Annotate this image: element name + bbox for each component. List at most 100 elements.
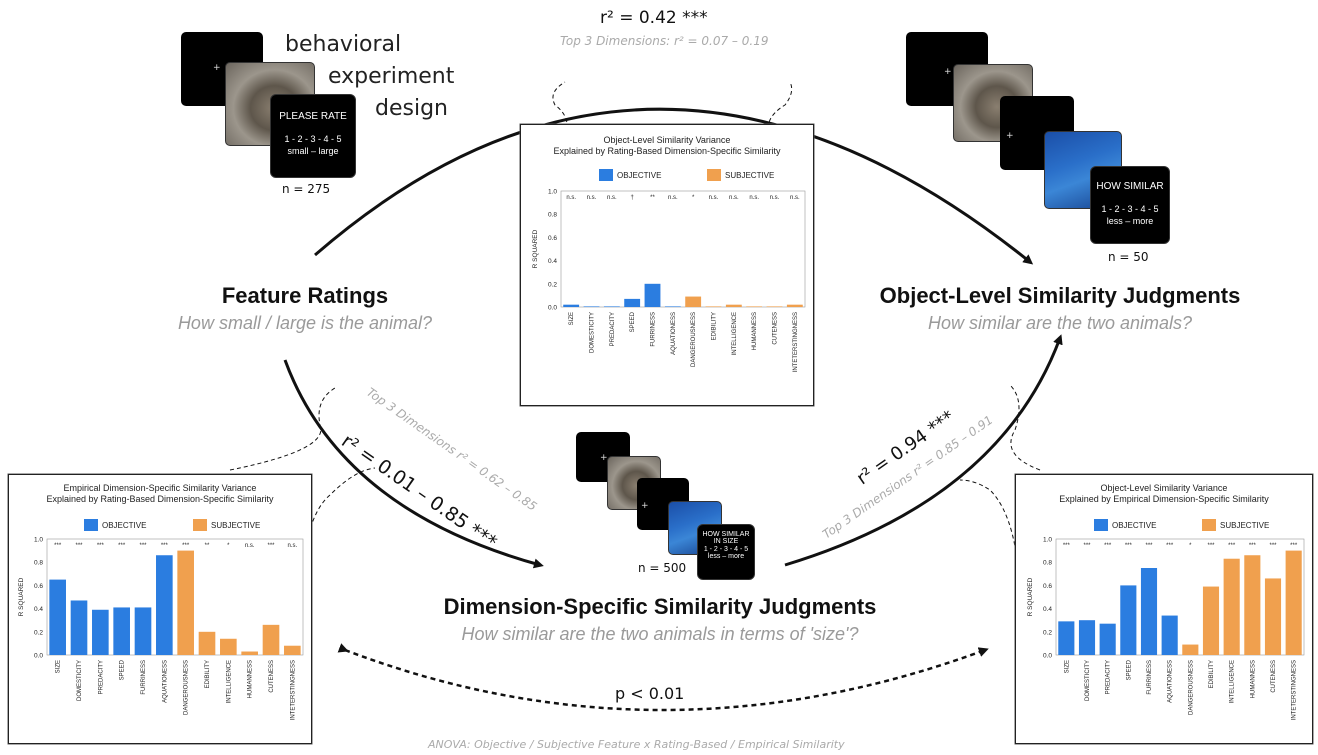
x-tick-label: DANGEROUSNESS — [1188, 660, 1194, 715]
y-tick-label: 0.8 — [548, 212, 557, 219]
x-tick-label: CUTENESS — [269, 660, 275, 693]
legend-label: SUBJECTIVE — [1220, 520, 1270, 530]
bar-predacity — [92, 609, 109, 655]
x-tick-label: SPEED — [120, 659, 126, 680]
x-tick-label: HUMANNESS — [1250, 660, 1256, 698]
legend-label: SUBJECTIVE — [211, 520, 261, 530]
sig-label: * — [692, 195, 695, 201]
dimension-prompt-title: HOW SIMILAR — [702, 531, 750, 538]
sig-label: * — [1189, 543, 1192, 549]
x-tick-label: FURRINESS — [1147, 660, 1153, 695]
y-tick-label: 0.6 — [1043, 583, 1052, 590]
sig-label: n.s. — [749, 195, 759, 201]
y-tick-label: 0.6 — [34, 583, 43, 590]
y-tick-label: 0.2 — [34, 629, 43, 636]
y-tick-label: 0.2 — [548, 281, 557, 288]
sig-label: n.s. — [607, 195, 617, 201]
bar-predacity — [1099, 623, 1116, 655]
dimension-prompt-card: HOW SIMILAR IN SIZE 1 - 2 - 3 - 4 - 5 le… — [697, 524, 755, 580]
bar-domesticity — [583, 306, 600, 308]
y-tick-label: 0.8 — [1043, 560, 1052, 567]
arrow-dimension-to-object — [784, 334, 1063, 567]
bar-cuteness — [1264, 578, 1282, 655]
x-tick-label: INTELLIGENCE — [732, 312, 738, 355]
object-prompt-scale: 1 - 2 - 3 - 4 - 5 — [1101, 204, 1159, 214]
bar-inteterstingness — [284, 645, 301, 655]
x-tick-label: PREDACITY — [98, 660, 104, 694]
bar-size — [49, 579, 66, 655]
y-tick-label: 0.2 — [1043, 629, 1052, 636]
sig-label: *** — [267, 543, 275, 549]
x-tick-label: EDIBILITY — [205, 660, 211, 688]
plot-frame — [1055, 538, 1305, 656]
feature-prompt-scale: 1 - 2 - 3 - 4 - 5 — [284, 134, 342, 144]
chart-center: Object-Level Similarity Variance Explain… — [520, 124, 814, 406]
object-subtitle: How similar are the two animals? — [927, 313, 1193, 333]
bar-size — [563, 304, 580, 307]
chart-center-title-1: Object-Level Similarity Variance — [603, 135, 731, 145]
x-tick-label: SIZE — [569, 312, 575, 325]
y-axis-label: R SQUARED — [18, 577, 25, 616]
object-prompt-card: HOW SIMILAR 1 - 2 - 3 - 4 - 5 less – mor… — [1090, 166, 1170, 244]
bar-humanness — [241, 651, 258, 655]
sig-label: n.s. — [729, 195, 739, 201]
x-tick-label: SPEED — [1126, 659, 1132, 680]
chart-left-legend-subjective: SUBJECTIVE — [193, 519, 260, 531]
dimension-subtitle: How similar are the two animals in terms… — [461, 624, 859, 644]
leader-left-1 — [229, 387, 336, 471]
legend-label: SUBJECTIVE — [725, 170, 775, 180]
bar-dangerousness — [1182, 644, 1199, 655]
chart-right-title-2: Explained by Empirical Dimension-Specifi… — [1059, 494, 1269, 504]
bar-cuteness — [766, 306, 783, 308]
x-tick-label: SIZE — [1064, 660, 1070, 673]
bar-predacity — [603, 306, 620, 308]
bar-furriness — [1140, 568, 1158, 655]
x-tick-label: FURRINESS — [651, 312, 657, 347]
arrow-bidirectional-dashed — [337, 643, 989, 712]
chart-center-legend-objective: OBJECTIVE — [599, 169, 661, 181]
x-tick-label: AQUATIONESS — [671, 312, 677, 355]
x-tick-label: FURRINESS — [141, 660, 147, 695]
object-prompt-anchors: less – more — [1106, 216, 1154, 226]
sig-label: *** — [97, 543, 105, 549]
x-tick-label: DOMESTICITY — [590, 312, 596, 353]
design-label-1: behavioral — [285, 32, 402, 57]
dimension-title: Dimension-Specific Similarity Judgments — [443, 594, 877, 619]
sig-label: *** — [118, 543, 126, 549]
legend-label: OBJECTIVE — [1112, 520, 1157, 530]
feature-n: n = 275 — [282, 182, 331, 196]
sig-label: *** — [1249, 543, 1257, 549]
y-tick-label: 0.6 — [548, 235, 557, 242]
bar-dangerousness — [685, 296, 702, 307]
y-tick-label: 1.0 — [34, 537, 43, 544]
plot-frame — [560, 190, 806, 308]
bar-size — [1058, 621, 1075, 655]
x-tick-label: CUTENESS — [1271, 660, 1277, 693]
bar-edibility — [198, 631, 216, 655]
chart-center-title-2: Explained by Rating-Based Dimension-Spec… — [553, 146, 781, 156]
sig-label: n.s. — [245, 543, 255, 549]
sig-label: n.s. — [587, 195, 597, 201]
sig-label: n.s. — [287, 543, 297, 549]
y-tick-label: 0.4 — [548, 258, 557, 265]
sig-label: n.s. — [668, 195, 678, 201]
x-tick-label: HUMANNESS — [248, 660, 254, 698]
sig-label: *** — [1207, 543, 1215, 549]
chart-left-legend-objective: OBJECTIVE — [84, 519, 146, 531]
legend-label: OBJECTIVE — [617, 170, 662, 180]
y-tick-label: 0.0 — [1043, 653, 1052, 660]
chart-right-title-1: Object-Level Similarity Variance — [1100, 483, 1228, 493]
chart-left-title-2: Explained by Rating-Based Dimension-Spec… — [46, 494, 274, 504]
sig-label: *** — [1083, 543, 1091, 549]
x-tick-label: INTETERSTINGNESS — [1292, 660, 1298, 720]
bar-speed — [113, 607, 130, 655]
chart-right-legend-objective: OBJECTIVE — [1094, 519, 1156, 531]
sig-label: n.s. — [770, 195, 780, 201]
bar-furriness — [134, 607, 152, 655]
bar-edibility — [1202, 586, 1220, 655]
y-tick-label: 0.0 — [34, 653, 43, 660]
bar-inteterstingness — [1285, 550, 1302, 655]
x-tick-label: INTELLIGENCE — [226, 660, 232, 703]
sig-label: † — [630, 195, 633, 201]
sig-label: * — [227, 543, 230, 549]
